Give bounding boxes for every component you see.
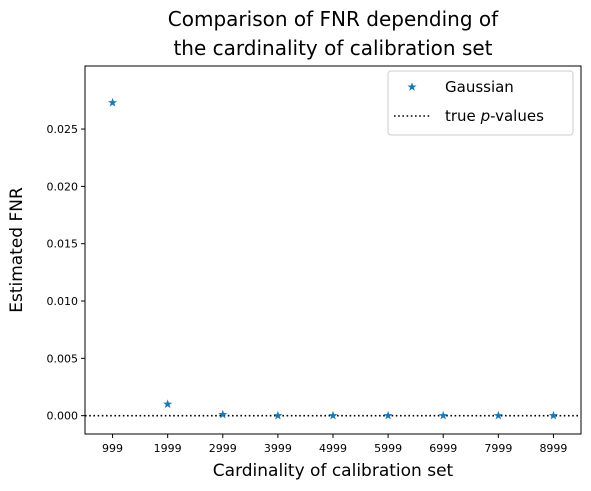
x-tick-label: 8999 — [539, 442, 567, 455]
legend-label-prefix: true — [445, 107, 481, 125]
x-tick-label: 999 — [102, 442, 123, 455]
x-tick-label: 3999 — [264, 442, 292, 455]
y-axis: 0.000 0.005 0.010 0.015 0.020 0.025 — [47, 123, 85, 423]
y-tick-label: 0.005 — [47, 352, 79, 365]
data-point — [218, 409, 228, 419]
x-axis-label: Cardinality of calibration set — [213, 461, 454, 481]
x-tick-label: 4999 — [319, 442, 347, 455]
data-point — [107, 97, 118, 107]
legend-label-gaussian: Gaussian — [445, 78, 514, 96]
legend-box — [387, 70, 574, 136]
legend: Gaussian true p-values — [387, 70, 574, 136]
chart-title-line2: the cardinality of calibration set — [173, 36, 492, 60]
x-tick-label: 1999 — [154, 442, 182, 455]
x-tick-label: 5999 — [374, 442, 402, 455]
y-axis-label: Estimated FNR — [7, 187, 27, 313]
data-point — [493, 410, 503, 420]
data-point — [548, 410, 559, 420]
data-point — [328, 410, 338, 420]
data-point — [273, 410, 283, 420]
y-tick-label: 0.010 — [47, 295, 79, 308]
y-tick-label: 0.000 — [47, 410, 79, 423]
x-tick-label: 7999 — [484, 442, 512, 455]
x-tick-label: 6999 — [429, 442, 457, 455]
legend-label-true-p-values: true p-values — [445, 107, 544, 125]
legend-label-suffix: -values — [490, 107, 544, 125]
data-points-layer — [107, 97, 559, 420]
x-tick-label: 2999 — [209, 442, 237, 455]
data-point — [163, 399, 173, 409]
data-point — [383, 410, 393, 420]
legend-star-marker — [407, 82, 417, 91]
y-tick-label: 0.025 — [47, 123, 79, 136]
y-tick-label: 0.020 — [47, 180, 79, 193]
data-point — [438, 410, 448, 420]
y-tick-label: 0.015 — [47, 238, 79, 251]
chart-title-line1: Comparison of FNR depending of — [168, 7, 499, 31]
x-axis: 999 1999 2999 3999 4999 5999 6999 7999 8999 — [102, 434, 567, 455]
legend-label-italic: p — [480, 107, 491, 125]
